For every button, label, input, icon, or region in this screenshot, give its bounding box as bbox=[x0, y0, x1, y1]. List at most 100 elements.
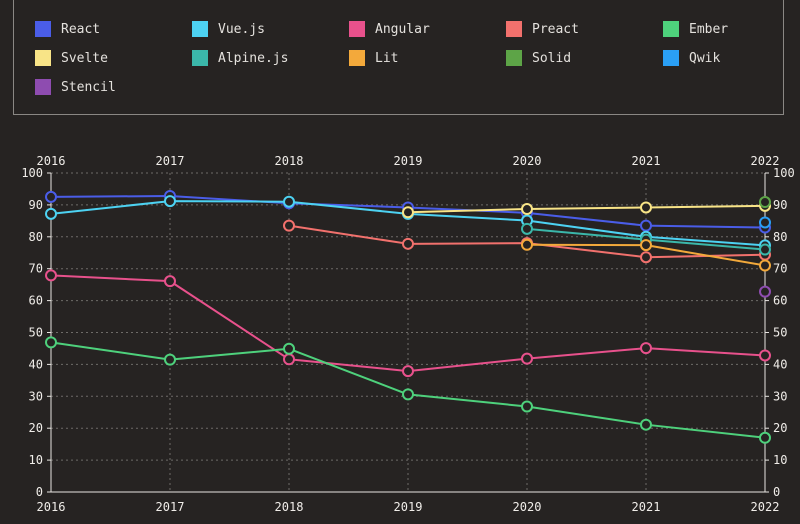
data-point-lit-2021[interactable] bbox=[640, 239, 652, 252]
x-tick-label-top: 2022 bbox=[751, 154, 780, 168]
legend-label: Solid bbox=[532, 50, 572, 66]
data-point-angular-2018[interactable] bbox=[283, 353, 295, 366]
data-point-alpine-js-2020[interactable] bbox=[521, 222, 533, 235]
series-group bbox=[45, 189, 771, 444]
legend-label: Vue.js bbox=[218, 21, 265, 37]
data-point-angular-2020[interactable] bbox=[521, 352, 533, 365]
y-tick-label-right: 40 bbox=[773, 357, 787, 371]
legend-item-qwik[interactable]: Qwik bbox=[663, 48, 720, 68]
x-tick-label-bottom: 2017 bbox=[156, 500, 185, 514]
data-point-solid-2022[interactable] bbox=[759, 196, 771, 209]
legend-label: Lit bbox=[375, 50, 399, 66]
data-point-vue-js-2018[interactable] bbox=[283, 195, 295, 208]
x-tick-label-bottom: 2019 bbox=[394, 500, 423, 514]
x-tick-label-top: 2021 bbox=[632, 154, 661, 168]
y-tick-label-left: 80 bbox=[29, 230, 43, 244]
data-point-preact-2021[interactable] bbox=[640, 251, 652, 264]
data-point-lit-2020[interactable] bbox=[521, 238, 533, 251]
legend-item-lit[interactable]: Lit bbox=[349, 48, 398, 68]
legend-item-vue-js[interactable]: Vue.js bbox=[192, 19, 265, 39]
x-tick-label-bottom: 2016 bbox=[37, 500, 66, 514]
y-tick-label-left: 60 bbox=[29, 294, 43, 308]
x-tick-label-bottom: 2020 bbox=[513, 500, 542, 514]
y-tick-label-left: 40 bbox=[29, 357, 43, 371]
x-tick-label-top: 2019 bbox=[394, 154, 423, 168]
legend-swatch bbox=[192, 50, 208, 66]
legend: React Vue.js Angular Preact Ember Svelte Alpin… bbox=[13, 0, 784, 115]
y-tick-label-left: 30 bbox=[29, 389, 43, 403]
data-point-ember-2022[interactable] bbox=[759, 431, 771, 444]
x-tick-label-top: 2020 bbox=[513, 154, 542, 168]
data-point-ember-2016[interactable] bbox=[45, 336, 57, 349]
data-point-vue-js-2016[interactable] bbox=[45, 207, 57, 220]
x-tick-label-top: 2018 bbox=[275, 154, 304, 168]
x-tick-label-top: 2017 bbox=[156, 154, 185, 168]
legend-item-solid[interactable]: Solid bbox=[506, 48, 571, 68]
y-tick-label-right: 20 bbox=[773, 421, 787, 435]
data-point-svelte-2019[interactable] bbox=[402, 206, 414, 219]
series-ember bbox=[45, 336, 771, 444]
legend-item-ember[interactable]: Ember bbox=[663, 19, 728, 39]
data-point-react-2016[interactable] bbox=[45, 190, 57, 203]
y-tick-label-left: 0 bbox=[36, 485, 43, 499]
x-tick-label-bottom: 2021 bbox=[632, 500, 661, 514]
data-point-preact-2019[interactable] bbox=[402, 237, 414, 250]
data-point-ember-2020[interactable] bbox=[521, 400, 533, 413]
data-point-angular-2021[interactable] bbox=[640, 342, 652, 355]
legend-item-angular[interactable]: Angular bbox=[349, 19, 430, 39]
legend-swatch bbox=[506, 50, 522, 66]
legend-item-preact[interactable]: Preact bbox=[506, 19, 579, 39]
data-point-ember-2018[interactable] bbox=[283, 342, 295, 355]
data-point-svelte-2021[interactable] bbox=[640, 201, 652, 214]
data-point-alpine-js-2022[interactable] bbox=[759, 243, 771, 256]
legend-item-svelte[interactable]: Svelte bbox=[35, 48, 108, 68]
x-tick-label-top: 2016 bbox=[37, 154, 66, 168]
data-point-angular-2022[interactable] bbox=[759, 349, 771, 362]
legend-swatch bbox=[192, 21, 208, 37]
data-point-qwik-2022[interactable] bbox=[759, 216, 771, 229]
data-point-svelte-2020[interactable] bbox=[521, 203, 533, 216]
legend-label: Stencil bbox=[61, 79, 116, 95]
y-tick-label-right: 80 bbox=[773, 230, 787, 244]
data-point-ember-2017[interactable] bbox=[164, 353, 176, 366]
y-tick-label-left: 10 bbox=[29, 453, 43, 467]
data-point-lit-2022[interactable] bbox=[759, 259, 771, 272]
data-point-react-2021[interactable] bbox=[640, 219, 652, 232]
series-stencil bbox=[759, 285, 771, 298]
series-qwik bbox=[759, 216, 771, 229]
y-tick-label-left: 20 bbox=[29, 421, 43, 435]
y-tick-label-right: 70 bbox=[773, 262, 787, 276]
series-svelte bbox=[402, 199, 771, 219]
legend-item-stencil[interactable]: Stencil bbox=[35, 77, 116, 97]
x-tick-label-bottom: 2018 bbox=[275, 500, 304, 514]
data-point-stencil-2022[interactable] bbox=[759, 285, 771, 298]
data-point-angular-2017[interactable] bbox=[164, 275, 176, 288]
legend-swatch bbox=[35, 21, 51, 37]
y-tick-label-left: 50 bbox=[29, 326, 43, 340]
legend-swatch bbox=[506, 21, 522, 37]
data-point-angular-2019[interactable] bbox=[402, 365, 414, 378]
legend-swatch bbox=[349, 21, 365, 37]
legend-item-alpine-js[interactable]: Alpine.js bbox=[192, 48, 288, 68]
y-tick-label-right: 90 bbox=[773, 198, 787, 212]
legend-label: Preact bbox=[532, 21, 579, 37]
series-lit bbox=[521, 238, 771, 272]
data-point-vue-js-2017[interactable] bbox=[164, 195, 176, 208]
y-tick-label-right: 30 bbox=[773, 389, 787, 403]
series-line-svelte bbox=[407, 204, 766, 214]
data-point-ember-2019[interactable] bbox=[402, 388, 414, 401]
y-tick-label-right: 50 bbox=[773, 326, 787, 340]
legend-item-react[interactable]: React bbox=[35, 19, 100, 39]
data-point-ember-2021[interactable] bbox=[640, 418, 652, 431]
legend-swatch bbox=[663, 50, 679, 66]
legend-label: Qwik bbox=[689, 50, 721, 66]
y-tick-label-left: 100 bbox=[21, 166, 43, 180]
series-solid bbox=[759, 196, 771, 209]
y-tick-label-left: 90 bbox=[29, 198, 43, 212]
legend-label: Svelte bbox=[61, 50, 108, 66]
data-point-preact-2018[interactable] bbox=[283, 219, 295, 232]
series-angular bbox=[45, 269, 771, 378]
y-tick-label-right: 60 bbox=[773, 294, 787, 308]
data-point-angular-2016[interactable] bbox=[45, 269, 57, 282]
